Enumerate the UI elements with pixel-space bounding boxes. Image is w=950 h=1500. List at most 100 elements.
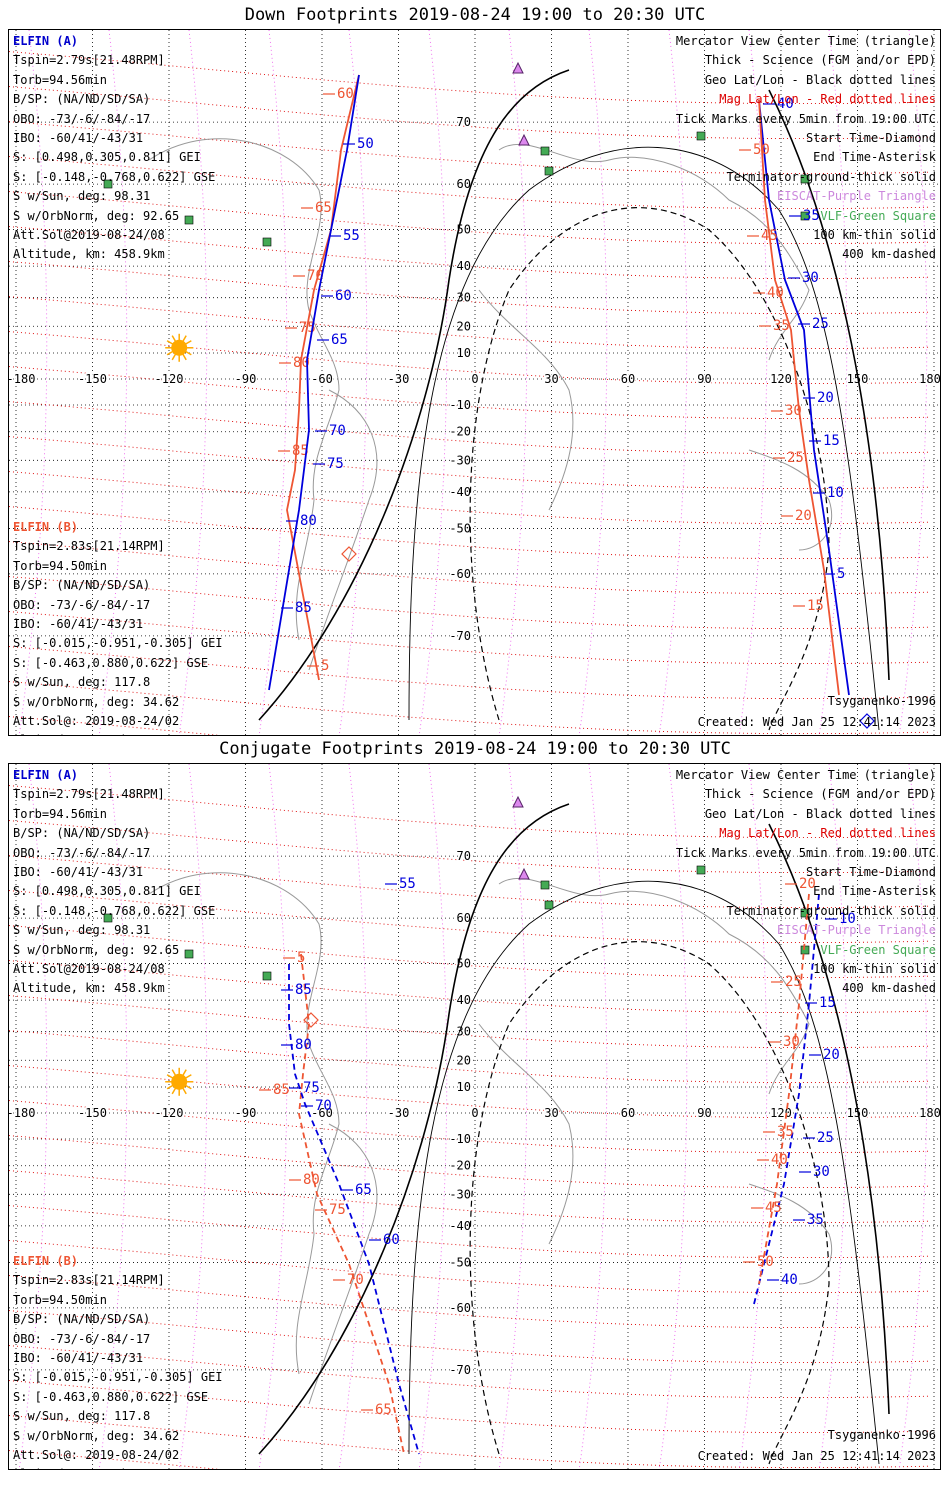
eiscat-triangle [512, 61, 524, 74]
lon-label: -30 [388, 1106, 410, 1120]
mag-latitude-line [9, 681, 930, 735]
mag-longitude-line [578, 30, 608, 735]
track-tick-label: 25 [817, 1130, 834, 1146]
mag-longitude-line [498, 764, 528, 1469]
mag-latitude-line [9, 156, 930, 210]
terminator-ground-line [258, 803, 570, 1455]
lat-label: -50 [449, 1256, 471, 1270]
track-b-east-path [758, 99, 840, 696]
track-tick-label: 10 [827, 485, 844, 501]
vlf-square [696, 865, 706, 875]
100km-boundary [408, 146, 880, 731]
vlf-square [800, 174, 810, 184]
track-tick-label: 5 [321, 658, 329, 674]
mag-latitude-line [9, 1205, 930, 1259]
elfin-a-param: S: [0.498,0.305,0.811] GEI [13, 150, 201, 165]
lat-label: 20 [457, 1053, 471, 1067]
vlf-square [262, 971, 272, 981]
track-tick-label: 40 [767, 285, 784, 301]
mag-longitude-line [18, 30, 48, 735]
mag-latitude-line [9, 401, 930, 455]
track-tick-label: 20 [817, 390, 834, 406]
vlf-square [544, 900, 554, 910]
eiscat-triangle [512, 795, 524, 808]
lat-label: 40 [457, 259, 471, 273]
track-tick-label: 50 [753, 142, 770, 158]
vlf-square [103, 179, 113, 189]
track-tick-label: 50 [357, 136, 374, 152]
track-tick-label: 35 [803, 208, 820, 224]
track-a-east-path [758, 99, 850, 696]
mag-longitude-line [258, 764, 288, 1469]
mag-longitude-line [98, 30, 128, 735]
track-tick-label: 70 [315, 1098, 332, 1114]
mag-latitude-line [9, 1100, 930, 1154]
legend-entry: EISCAT-Purple Triangle [777, 189, 936, 204]
track-b-east-path [758, 893, 810, 1285]
elfin-a-param: IBO: -60/41/-43/31 [13, 131, 144, 146]
track-tick-label: 70 [347, 1272, 364, 1288]
mag-longitude-line [658, 30, 688, 735]
100km-boundary [408, 880, 880, 1465]
terminator-ground-line [768, 89, 890, 681]
track-tick-label: 40 [771, 1152, 788, 1168]
mag-longitude-line [898, 764, 928, 1469]
elfin-a-param: Torb=94.56min [13, 72, 107, 87]
lon-label: -60 [311, 1106, 333, 1120]
track-tick-label: 5 [297, 950, 305, 966]
lon-label: 60 [621, 1106, 635, 1120]
lon-label: 120 [770, 372, 792, 386]
legend-entry: Geo Lat/Lon - Black dotted lines [704, 806, 936, 821]
elfin-b-param: Torb=94.50min [13, 558, 107, 573]
lon-label: 60 [621, 372, 635, 386]
start-diamond [341, 546, 357, 562]
track-tick-label: 85 [295, 982, 312, 998]
mag-longitude-line [18, 764, 48, 1469]
legend-entry: Tick Marks every 5min from 19:00 UTC [675, 111, 936, 126]
elfin-a-param: Altitude, km: 458.9km [13, 981, 165, 996]
coastline [498, 143, 810, 361]
coastline [498, 877, 810, 1095]
lat-label: -30 [449, 453, 471, 467]
track-tick-label: 25 [787, 450, 804, 466]
vlf-square [262, 237, 272, 247]
sun-icon [171, 1073, 188, 1090]
mag-latitude-line [9, 1380, 930, 1434]
track-tick-label: 70 [329, 423, 346, 439]
legend-entry: 400 km-dashed [842, 981, 936, 996]
lat-label: -10 [449, 1132, 471, 1146]
400km-boundary [469, 941, 830, 1465]
track-a-west-path [288, 964, 420, 1455]
lat-label: -20 [449, 1159, 471, 1173]
lat-label: 30 [457, 291, 471, 305]
elfin-b-param: Tspin=2.83s[21.14RPM] [13, 1273, 165, 1288]
mag-longitude-line [178, 764, 208, 1469]
mag-latitude-line [9, 1030, 930, 1084]
lat-label: 10 [457, 346, 471, 360]
lon-label: 180 [919, 372, 941, 386]
created-label: Created: Wed Jan 25 12:41:14 2023 [697, 1449, 936, 1463]
track-tick-label: 20 [799, 876, 816, 892]
lat-label: 20 [457, 319, 471, 333]
track-tick-label: 30 [783, 1034, 800, 1050]
elfin-b-param: OBO: -73/-6/-84/-17 [13, 597, 151, 612]
lon-label: 90 [697, 1106, 711, 1120]
mag-latitude-line [9, 331, 930, 385]
track-tick-label: 75 [303, 1080, 320, 1096]
elfin-b-param: Altitude: 459.0km [13, 1465, 223, 1469]
track-tick-label: 60 [337, 86, 354, 102]
track-tick-label: 80 [295, 1037, 312, 1053]
track-a-east-path [753, 893, 820, 1305]
track-tick-label: 65 [331, 332, 348, 348]
mag-longitude-line [818, 764, 848, 1469]
mag-latitude-line [9, 960, 930, 1014]
elfin-a-param: OBO: -73/-6/-84/-17 [13, 111, 151, 126]
lat-label: -70 [449, 629, 471, 643]
vlf-square [184, 215, 194, 225]
mag-latitude-line [9, 1415, 930, 1469]
mag-latitude-line [9, 366, 930, 420]
elfin-b-param: IBO: -60/41/-43/31 [13, 1351, 144, 1366]
sun-icon [171, 339, 188, 356]
terminator-ground-line [258, 69, 570, 721]
elfin-b-param: S w/OrbNorm, deg: 34.62 [13, 694, 180, 709]
